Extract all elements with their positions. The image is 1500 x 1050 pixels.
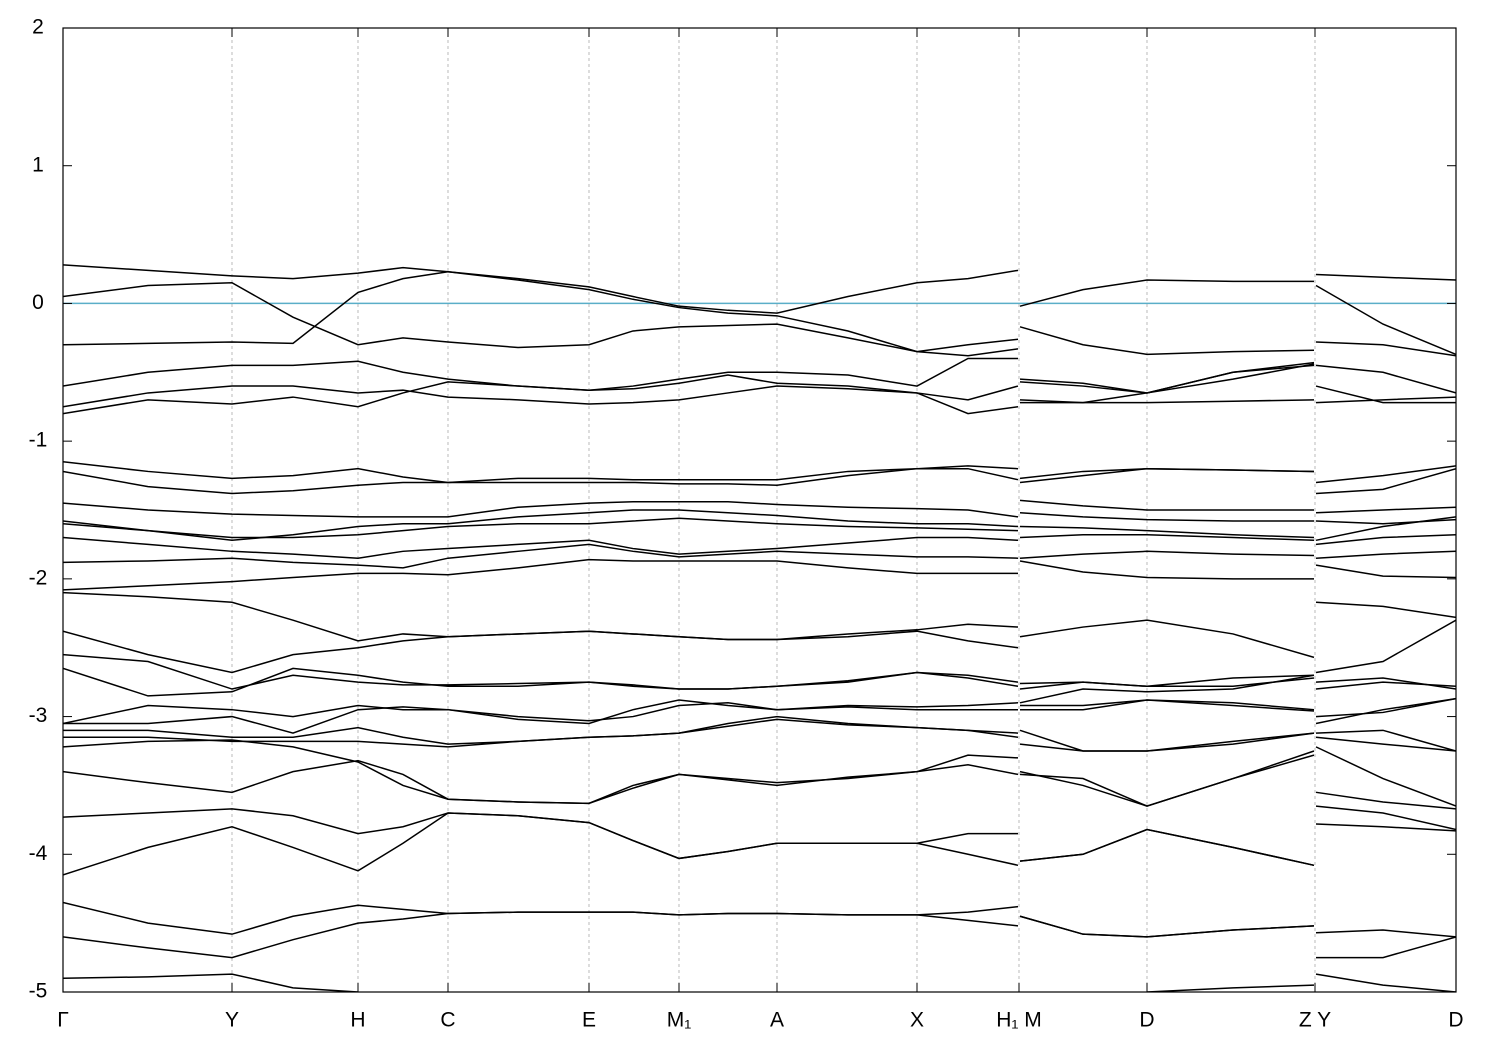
- band-line: [63, 558, 1456, 591]
- y-tick-label: -1: [29, 429, 48, 452]
- y-tick-label: -4: [29, 842, 48, 865]
- x-tick-label: D: [1139, 1009, 1154, 1032]
- band-line: [63, 911, 1456, 959]
- band-line: [63, 363, 1456, 415]
- x-tick-label: X: [910, 1009, 924, 1032]
- x-tick-label: Y: [225, 1009, 239, 1032]
- band-line: [63, 591, 1456, 659]
- x-tick-label: A: [770, 1009, 784, 1032]
- y-tick-label: -2: [29, 566, 48, 589]
- band-line: [63, 973, 1456, 992]
- y-tick-label: -5: [29, 980, 48, 1003]
- x-tick-label: Z Y: [1299, 1009, 1331, 1032]
- x-tick-label: E: [582, 1009, 596, 1032]
- band-line: [63, 619, 1456, 690]
- band-line: [63, 534, 1456, 559]
- x-tick-label: Γ: [57, 1009, 69, 1032]
- band-line: [63, 499, 1456, 518]
- y-tick-label: -3: [29, 704, 48, 727]
- band-line: [63, 543, 1456, 569]
- band-line: [63, 667, 1456, 704]
- x-tick-label: M₁: [667, 1009, 692, 1032]
- band-line: [63, 718, 1456, 752]
- band-line: [63, 812, 1456, 876]
- axes: 2 1 0 -1 -2 -3 -4 -5 Γ Y H C E M₁ A X H₁ M D Z Y D: [29, 16, 1464, 1032]
- x-tick-label: C: [440, 1009, 455, 1032]
- band-line: [63, 461, 1456, 484]
- plot-frame: [62, 27, 1457, 993]
- y-tick-label: 0: [32, 291, 44, 314]
- band-line: [63, 805, 1456, 867]
- x-tick-label: D: [1448, 1009, 1463, 1032]
- bands: [63, 264, 1456, 992]
- band-line: [63, 750, 1456, 810]
- band-line: [63, 467, 1456, 495]
- band-line: [63, 509, 1456, 542]
- y-tick-label: 2: [32, 16, 44, 39]
- band-line: [63, 653, 1456, 690]
- band-line: [63, 901, 1456, 938]
- band-line: [63, 282, 1456, 356]
- band-line: [63, 264, 1456, 314]
- band-line: [63, 516, 1456, 542]
- band-line: [63, 270, 1456, 394]
- band-line: [63, 697, 1456, 734]
- y-tick-label: 1: [32, 153, 44, 176]
- x-tick-label: H: [350, 1009, 365, 1032]
- x-tick-label: H₁ M: [996, 1009, 1042, 1032]
- band-line: [63, 385, 1456, 408]
